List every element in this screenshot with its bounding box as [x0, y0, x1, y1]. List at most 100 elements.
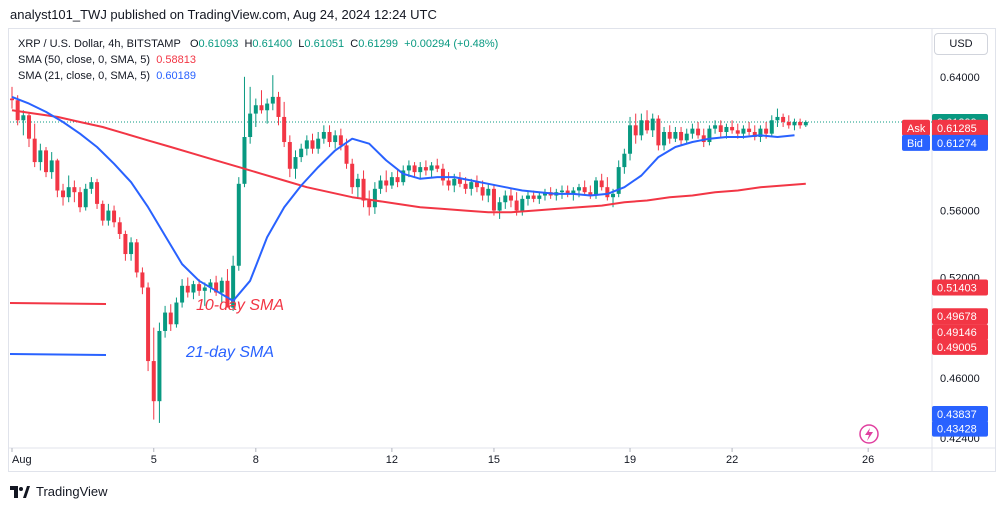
- candle-body: [667, 131, 672, 139]
- candle-body: [140, 272, 145, 288]
- candle-body: [214, 282, 219, 293]
- candle-body: [367, 200, 372, 208]
- brand-name: TradingView: [36, 484, 108, 499]
- legend-ohlc-row: XRP / U.S. Dollar, 4h, BITSTAMP O0.61093…: [18, 36, 498, 52]
- candle-body: [333, 135, 338, 143]
- candle-body: [129, 242, 134, 255]
- candle-body: [571, 190, 576, 194]
- candle-body: [350, 163, 355, 188]
- red-price-tag: [932, 308, 988, 325]
- x-tick-label: 15: [488, 454, 500, 466]
- candle-body: [157, 330, 162, 402]
- candle-body: [316, 138, 321, 149]
- sma21-label: SMA (21, close, 0, SMA, 5): [18, 70, 151, 82]
- candle-body: [202, 287, 207, 291]
- candle-body: [474, 182, 479, 188]
- candle-body: [185, 285, 190, 293]
- candle-body: [775, 116, 780, 121]
- candle-body: [253, 105, 258, 114]
- candle-body: [514, 200, 519, 211]
- candle-body: [616, 167, 621, 194]
- x-tick-label: 26: [862, 454, 874, 466]
- candle-body: [10, 98, 14, 101]
- candle-body: [446, 180, 451, 186]
- open-label: O: [189, 38, 199, 50]
- chart-frame[interactable]: [8, 28, 996, 472]
- candle-body: [735, 130, 740, 134]
- candle-body: [452, 178, 457, 186]
- candle-body: [645, 120, 650, 131]
- footer-brand[interactable]: TradingView: [10, 484, 108, 499]
- candle-body: [95, 182, 100, 204]
- sma50-value: 0.58813: [156, 54, 196, 66]
- candle-body: [168, 312, 173, 325]
- candle-body: [673, 131, 678, 139]
- candle-body: [480, 187, 485, 196]
- candle-body: [287, 142, 292, 169]
- candle-body: [208, 282, 213, 288]
- candle-body: [163, 312, 168, 331]
- symbol-description[interactable]: XRP / U.S. Dollar, 4h, BITSTAMP: [18, 38, 181, 50]
- candle-body: [151, 361, 156, 402]
- flash-icon[interactable]: [859, 424, 879, 444]
- candle-body: [429, 165, 434, 171]
- legend-sma21-row[interactable]: SMA (21, close, 0, SMA, 5) 0.60189: [18, 68, 498, 84]
- candle-body: [628, 125, 633, 154]
- candle-body: [134, 242, 139, 273]
- legend-sma50-row[interactable]: SMA (50, close, 0, SMA, 5) 0.58813: [18, 52, 498, 68]
- candle-body: [786, 121, 791, 126]
- x-tick-label: 12: [386, 454, 398, 466]
- sma21-annotation-line: [9, 353, 107, 356]
- currency-button[interactable]: USD: [934, 33, 988, 55]
- candle-body: [469, 182, 474, 189]
- low-value: 0.61051: [304, 38, 345, 50]
- candle-body: [89, 182, 94, 189]
- ask-prefix-label: Ask: [907, 123, 926, 135]
- candle-body: [174, 302, 179, 325]
- x-tick-label: 5: [151, 454, 157, 466]
- bid-price-tag: [932, 134, 988, 151]
- candle-body: [117, 222, 122, 234]
- candle-body: [197, 284, 202, 291]
- candle-body: [718, 125, 723, 132]
- candle-body: [372, 188, 377, 208]
- blue-price-tag: [932, 420, 988, 437]
- candle-body: [503, 195, 508, 203]
- candle-body: [594, 180, 599, 196]
- candle-body: [49, 160, 54, 173]
- candle-body: [730, 126, 735, 131]
- candle-body: [764, 128, 769, 134]
- candle-body: [299, 148, 304, 158]
- candle-body: [61, 190, 66, 198]
- sma50-annotation-text: 10-day SMA: [196, 297, 284, 314]
- red-price-label: 0.51403: [937, 282, 977, 294]
- close-value: 0.61299: [358, 38, 399, 50]
- sma50-label: SMA (50, close, 0, SMA, 5): [18, 54, 151, 66]
- blue-price-tag: [932, 405, 988, 422]
- candle-body: [78, 192, 83, 208]
- x-tick-label: Aug: [12, 454, 32, 466]
- close-label: C: [350, 38, 359, 50]
- candle-body: [508, 195, 513, 201]
- candle-body: [605, 187, 610, 198]
- candle-body: [559, 190, 564, 193]
- sma50-line: [11, 109, 806, 214]
- candle-body: [338, 135, 343, 146]
- candle-body: [378, 180, 383, 189]
- candle-body: [418, 167, 423, 173]
- candle-body: [389, 177, 394, 186]
- candle-body: [44, 150, 49, 173]
- red-price-label: 0.49678: [937, 311, 977, 323]
- candle-body: [259, 105, 264, 111]
- candle-body: [769, 120, 774, 134]
- blue-price-label: 0.43428: [937, 424, 977, 436]
- candle-body: [701, 135, 706, 143]
- candle-body: [242, 137, 247, 184]
- tradingview-logo-icon: [10, 485, 30, 498]
- candle-body: [406, 165, 411, 171]
- sma50-annotation-line: [9, 302, 107, 305]
- candle-body: [293, 157, 298, 169]
- candle-body: [696, 128, 701, 136]
- bid-prefix-label: Bid: [907, 138, 923, 150]
